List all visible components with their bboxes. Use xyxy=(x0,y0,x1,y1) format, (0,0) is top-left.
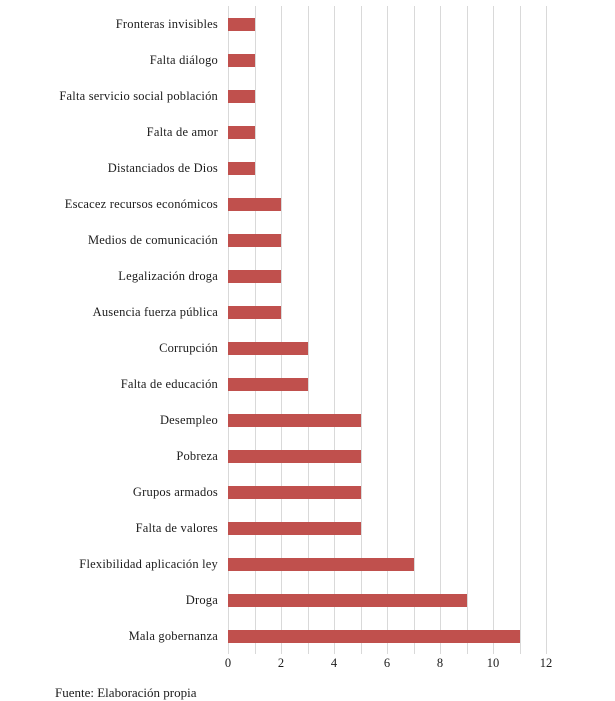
bar-track xyxy=(228,6,546,42)
bar-track xyxy=(228,294,546,330)
category-label: Desempleo xyxy=(159,412,218,427)
bar-track xyxy=(228,222,546,258)
bar-track xyxy=(228,114,546,150)
source-note: Fuente: Elaboración propia xyxy=(55,685,197,700)
bar xyxy=(228,629,520,643)
bar xyxy=(228,233,281,247)
category-label: Pobreza xyxy=(176,448,218,463)
bar xyxy=(228,593,467,607)
chart-rows: Fronteras invisibles Falta diálogo Falta s… xyxy=(0,6,615,654)
bar xyxy=(228,161,255,175)
chart-row: Grupos armados xyxy=(0,474,615,510)
category-label: Falta diálogo xyxy=(149,52,218,67)
bar-track xyxy=(228,150,546,186)
chart-row: Falta de amor xyxy=(0,114,615,150)
chart-row: Escacez recursos económicos xyxy=(0,186,615,222)
bar-track xyxy=(228,402,546,438)
category-label: Fronteras invisibles xyxy=(115,16,218,31)
chart-row: Pobreza xyxy=(0,438,615,474)
chart-row: Medios de comunicación xyxy=(0,222,615,258)
bar xyxy=(228,305,281,319)
gridlines xyxy=(228,6,547,654)
chart-row: Flexibilidad aplicación ley xyxy=(0,546,615,582)
bar xyxy=(228,377,308,391)
bar-track xyxy=(228,366,546,402)
gridline xyxy=(228,6,229,654)
bar-track xyxy=(228,330,546,366)
category-label: Medios de comunicación xyxy=(87,232,218,247)
gridline xyxy=(493,6,494,654)
gridline xyxy=(546,6,547,654)
bar xyxy=(228,557,414,571)
chart-row: Desempleo xyxy=(0,402,615,438)
chart-row: Mala gobernanza xyxy=(0,618,615,654)
chart-row: Corrupción xyxy=(0,330,615,366)
x-tick-label: 10 xyxy=(486,656,500,670)
bar-track xyxy=(228,582,546,618)
gridline xyxy=(360,6,362,654)
bar-chart: Fronteras invisibles Falta diálogo Falta s… xyxy=(0,6,615,674)
chart-row: Distanciados de Dios xyxy=(0,150,615,186)
category-label: Falta de valores xyxy=(135,520,218,535)
gridline xyxy=(519,6,521,654)
chart-row: Falta diálogo xyxy=(0,42,615,78)
chart-row: Ausencia fuerza pública xyxy=(0,294,615,330)
category-label: Grupos armados xyxy=(132,484,218,499)
category-label: Ausencia fuerza pública xyxy=(92,304,218,319)
bar-track xyxy=(228,510,546,546)
chart-row: Legalización droga xyxy=(0,258,615,294)
bar-track xyxy=(228,258,546,294)
category-label: Droga xyxy=(185,592,218,607)
gridline xyxy=(440,6,441,654)
bar xyxy=(228,89,255,103)
gridline xyxy=(413,6,415,654)
gridline xyxy=(466,6,468,654)
bar xyxy=(228,53,255,67)
category-label: Falta servicio social población xyxy=(59,88,218,103)
gridline xyxy=(307,6,309,654)
category-label: Escacez recursos económicos xyxy=(64,196,218,211)
chart-row: Falta servicio social población xyxy=(0,78,615,114)
gridline xyxy=(281,6,282,654)
bar xyxy=(228,413,361,427)
bar-track xyxy=(228,618,546,654)
category-label: Falta de educación xyxy=(120,376,218,391)
category-label: Legalización droga xyxy=(118,268,218,283)
chart-row: Fronteras invisibles xyxy=(0,6,615,42)
bar xyxy=(228,17,255,31)
category-label: Corrupción xyxy=(159,340,218,355)
bar-track xyxy=(228,78,546,114)
category-label: Distanciados de Dios xyxy=(107,160,218,175)
bar xyxy=(228,341,308,355)
category-label: Mala gobernanza xyxy=(128,628,218,643)
chart-row: Droga xyxy=(0,582,615,618)
bar xyxy=(228,521,361,535)
category-label: Flexibilidad aplicación ley xyxy=(79,556,218,571)
x-tick-label: 4 xyxy=(330,656,338,670)
chart-row: Falta de educación xyxy=(0,366,615,402)
bar-track xyxy=(228,546,546,582)
x-tick-label: 2 xyxy=(277,656,285,670)
x-tick-label: 12 xyxy=(539,656,553,670)
chart-row: Falta de valores xyxy=(0,510,615,546)
bar xyxy=(228,197,281,211)
bar-track xyxy=(228,186,546,222)
gridline xyxy=(387,6,388,654)
bar-track xyxy=(228,474,546,510)
bar xyxy=(228,449,361,463)
x-tick-label: 8 xyxy=(436,656,444,670)
bar-track xyxy=(228,42,546,78)
x-tick-label: 6 xyxy=(383,656,391,670)
x-tick-label: 0 xyxy=(224,656,232,670)
bar xyxy=(228,125,255,139)
bar xyxy=(228,269,281,283)
gridline xyxy=(334,6,335,654)
category-label: Falta de amor xyxy=(146,124,218,139)
bar xyxy=(228,485,361,499)
gridline xyxy=(254,6,256,654)
bar-track xyxy=(228,438,546,474)
x-axis: 0 2 4 6 8 10 12 xyxy=(224,654,552,674)
